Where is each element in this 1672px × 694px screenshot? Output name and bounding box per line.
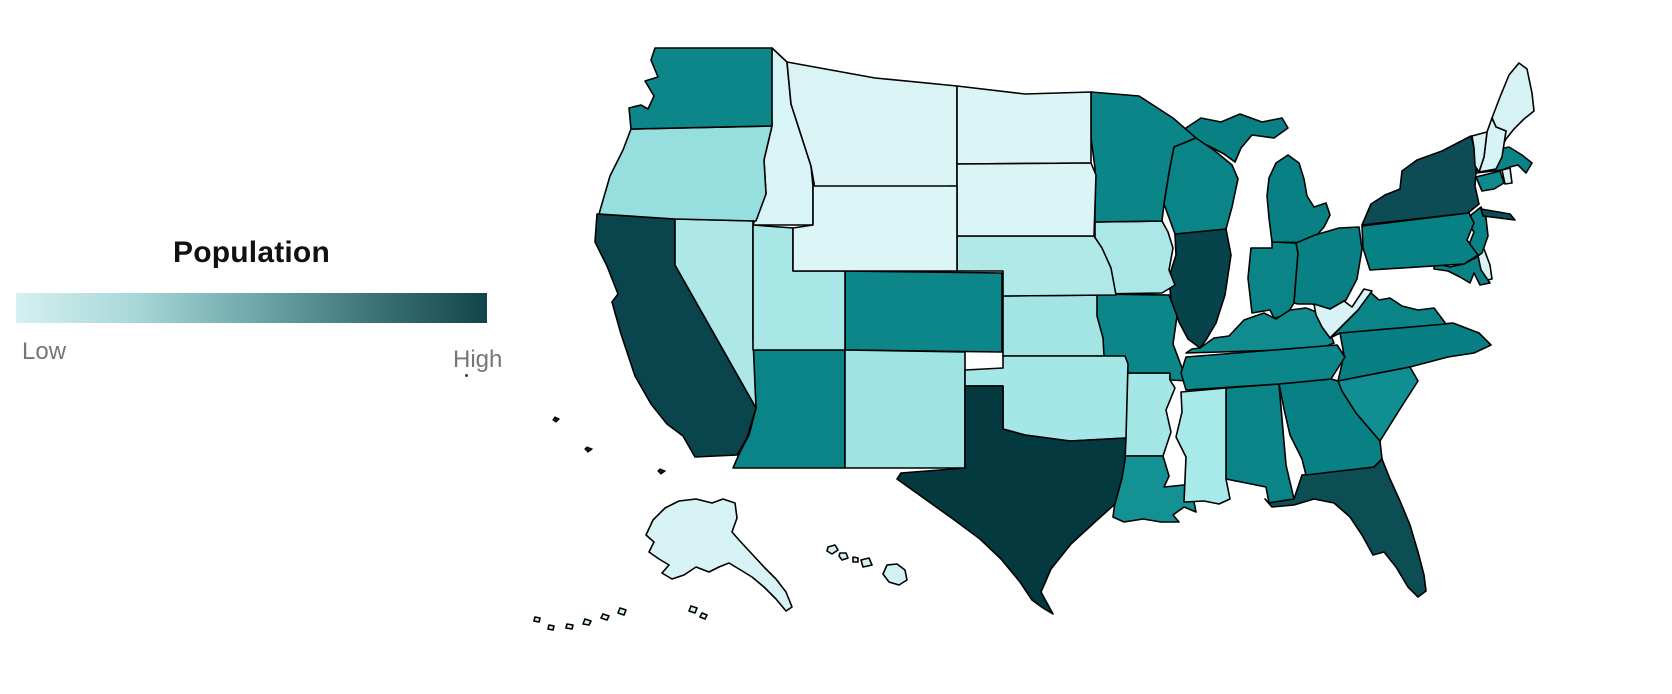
state-oh[interactable]: Ohio bbox=[1293, 226, 1363, 310]
legend-gradient-bar bbox=[16, 293, 487, 323]
small-island bbox=[584, 446, 594, 453]
state-ky[interactable]: Kentucky bbox=[1185, 307, 1335, 354]
legend-high-label: High bbox=[453, 346, 503, 373]
state-tx[interactable]: Texas bbox=[896, 385, 1127, 615]
state-vt[interactable]: Vermont bbox=[1471, 131, 1488, 173]
state-il[interactable]: Illinois bbox=[1168, 228, 1232, 349]
state-tn[interactable]: Tennessee bbox=[1180, 344, 1346, 391]
state-ne[interactable]: Nebraska bbox=[956, 235, 1117, 297]
state-wv[interactable]: West Virginia bbox=[1313, 288, 1373, 339]
legend: Population Low High bbox=[0, 0, 520, 694]
legend-low-label: Low bbox=[22, 338, 67, 365]
state-nm[interactable]: New Mexico bbox=[844, 349, 966, 469]
state-wy[interactable]: Wyoming bbox=[792, 185, 958, 272]
state-nd[interactable]: North Dakota bbox=[956, 85, 1092, 165]
state-ct[interactable]: Connecticut bbox=[1475, 170, 1505, 192]
state-ri[interactable]: Rhode Island bbox=[1501, 167, 1513, 185]
state-sc[interactable]: South Carolina bbox=[1337, 366, 1419, 442]
state-ak[interactable]: Alaska bbox=[533, 498, 793, 631]
state-pa[interactable]: Pennsylvania bbox=[1361, 212, 1479, 271]
state-hi[interactable]: Hawaii bbox=[826, 544, 908, 586]
state-in[interactable]: Indiana bbox=[1247, 241, 1299, 319]
us-choropleth-map: AlabamaAlaskaArizonaArkansasCaliforniaCo… bbox=[525, 8, 1545, 638]
small-island bbox=[552, 416, 561, 423]
state-wa[interactable]: Washington bbox=[628, 47, 773, 130]
state-sd[interactable]: South Dakota bbox=[956, 162, 1097, 237]
state-nc[interactable]: North Carolina bbox=[1337, 322, 1492, 382]
small-island bbox=[657, 468, 667, 475]
state-la[interactable]: Louisiana bbox=[1107, 455, 1197, 523]
us-map-svg: AlabamaAlaskaArizonaArkansasCaliforniaCo… bbox=[533, 47, 1535, 631]
state-co[interactable]: Colorado bbox=[844, 270, 1003, 353]
legend-tick-dot bbox=[465, 374, 468, 377]
legend-title: Population bbox=[173, 236, 330, 269]
state-wi[interactable]: Wisconsin bbox=[1163, 137, 1239, 235]
state-mt[interactable]: Montana bbox=[786, 61, 958, 190]
state-mi[interactable]: Michigan bbox=[1182, 113, 1331, 244]
state-ms[interactable]: Mississippi bbox=[1175, 387, 1231, 505]
state-or[interactable]: Oregon bbox=[598, 125, 773, 222]
